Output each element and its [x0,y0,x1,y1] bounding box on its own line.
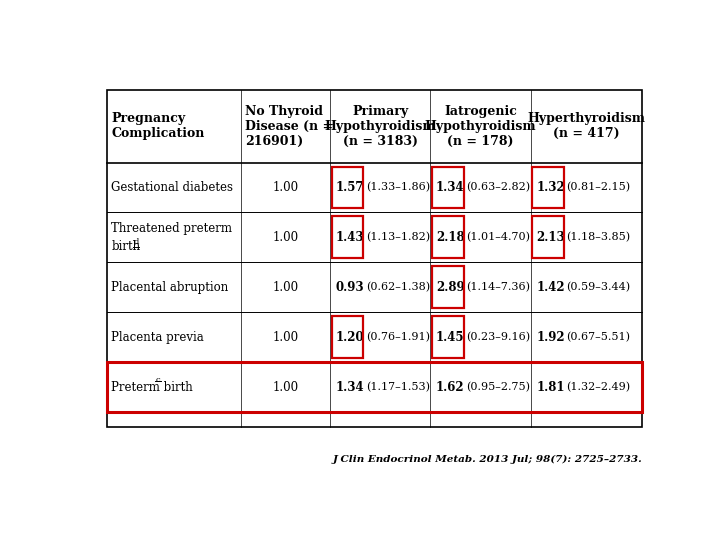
Text: Preterm birth: Preterm birth [111,381,193,394]
Text: (0.63–2.82): (0.63–2.82) [466,183,530,193]
Text: 1.57: 1.57 [336,181,364,194]
Text: (1.33–1.86): (1.33–1.86) [366,183,430,193]
Bar [332,316,364,358]
Text: (0.59–3.44): (0.59–3.44) [567,282,631,292]
Text: d: d [133,238,139,246]
Text: 2.13: 2.13 [536,231,565,244]
Text: 1.00: 1.00 [272,381,298,394]
Text: (1.18–3.85): (1.18–3.85) [567,232,631,242]
Text: 1.81: 1.81 [536,381,565,394]
Text: (1.32–2.49): (1.32–2.49) [567,382,631,392]
Text: (0.23–9.16): (0.23–9.16) [466,332,530,342]
Text: 1.00: 1.00 [272,330,298,343]
Bar [332,217,364,258]
Text: Gestational diabetes: Gestational diabetes [111,181,233,194]
Text: 2.89: 2.89 [436,281,464,294]
Text: Placenta previa: Placenta previa [111,330,204,343]
Text: 1.34: 1.34 [336,381,364,394]
Bar [332,166,364,208]
Text: Pregnancy
Complication: Pregnancy Complication [111,112,204,140]
Text: (1.17–1.53): (1.17–1.53) [366,382,430,392]
Text: (0.76–1.91): (0.76–1.91) [366,332,430,342]
Bar [107,90,642,427]
Text: Placental abruption: Placental abruption [111,281,228,294]
Text: 1.00: 1.00 [272,231,298,244]
Text: birth: birth [111,240,140,253]
Text: 1.42: 1.42 [536,281,565,294]
Text: (0.67–5.51): (0.67–5.51) [567,332,631,342]
Bar [107,362,642,412]
Bar [432,316,464,358]
Text: 1.92: 1.92 [536,330,565,343]
Text: (0.81–2.15): (0.81–2.15) [567,183,631,193]
Text: 1.34: 1.34 [436,181,464,194]
Text: 1.00: 1.00 [272,281,298,294]
Text: (1.13–1.82): (1.13–1.82) [366,232,430,242]
Text: J Clin Endocrinol Metab. 2013 Jul; 98(7): 2725–2733.: J Clin Endocrinol Metab. 2013 Jul; 98(7)… [333,455,642,464]
Text: 1.62: 1.62 [436,381,464,394]
Text: 1.43: 1.43 [336,231,364,244]
Text: Threatened preterm: Threatened preterm [111,222,233,235]
Bar [533,166,564,208]
Text: 1.00: 1.00 [272,181,298,194]
Text: (0.95–2.75): (0.95–2.75) [466,382,530,392]
Text: 2.18: 2.18 [436,231,464,244]
Bar [432,266,464,308]
Text: (1.14–7.36): (1.14–7.36) [466,282,530,292]
Text: Hyperthyroidism
(n = 417): Hyperthyroidism (n = 417) [528,112,646,140]
Text: Primary
Hypothyroidism
(n = 3183): Primary Hypothyroidism (n = 3183) [324,105,436,147]
Text: Iatrogenic
Hypothyroidism
(n = 178): Iatrogenic Hypothyroidism (n = 178) [425,105,536,147]
Text: 1.45: 1.45 [436,330,464,343]
Bar [533,217,564,258]
Bar [432,217,464,258]
Text: 1.20: 1.20 [336,330,364,343]
Text: (1.01–4.70): (1.01–4.70) [466,232,530,242]
Text: No Thyroid
Disease (n =
216901): No Thyroid Disease (n = 216901) [245,105,333,147]
Text: 1.32: 1.32 [536,181,565,194]
Text: c: c [156,375,160,383]
Text: 0.93: 0.93 [336,281,364,294]
Text: (0.62–1.38): (0.62–1.38) [366,282,430,292]
Bar [432,166,464,208]
